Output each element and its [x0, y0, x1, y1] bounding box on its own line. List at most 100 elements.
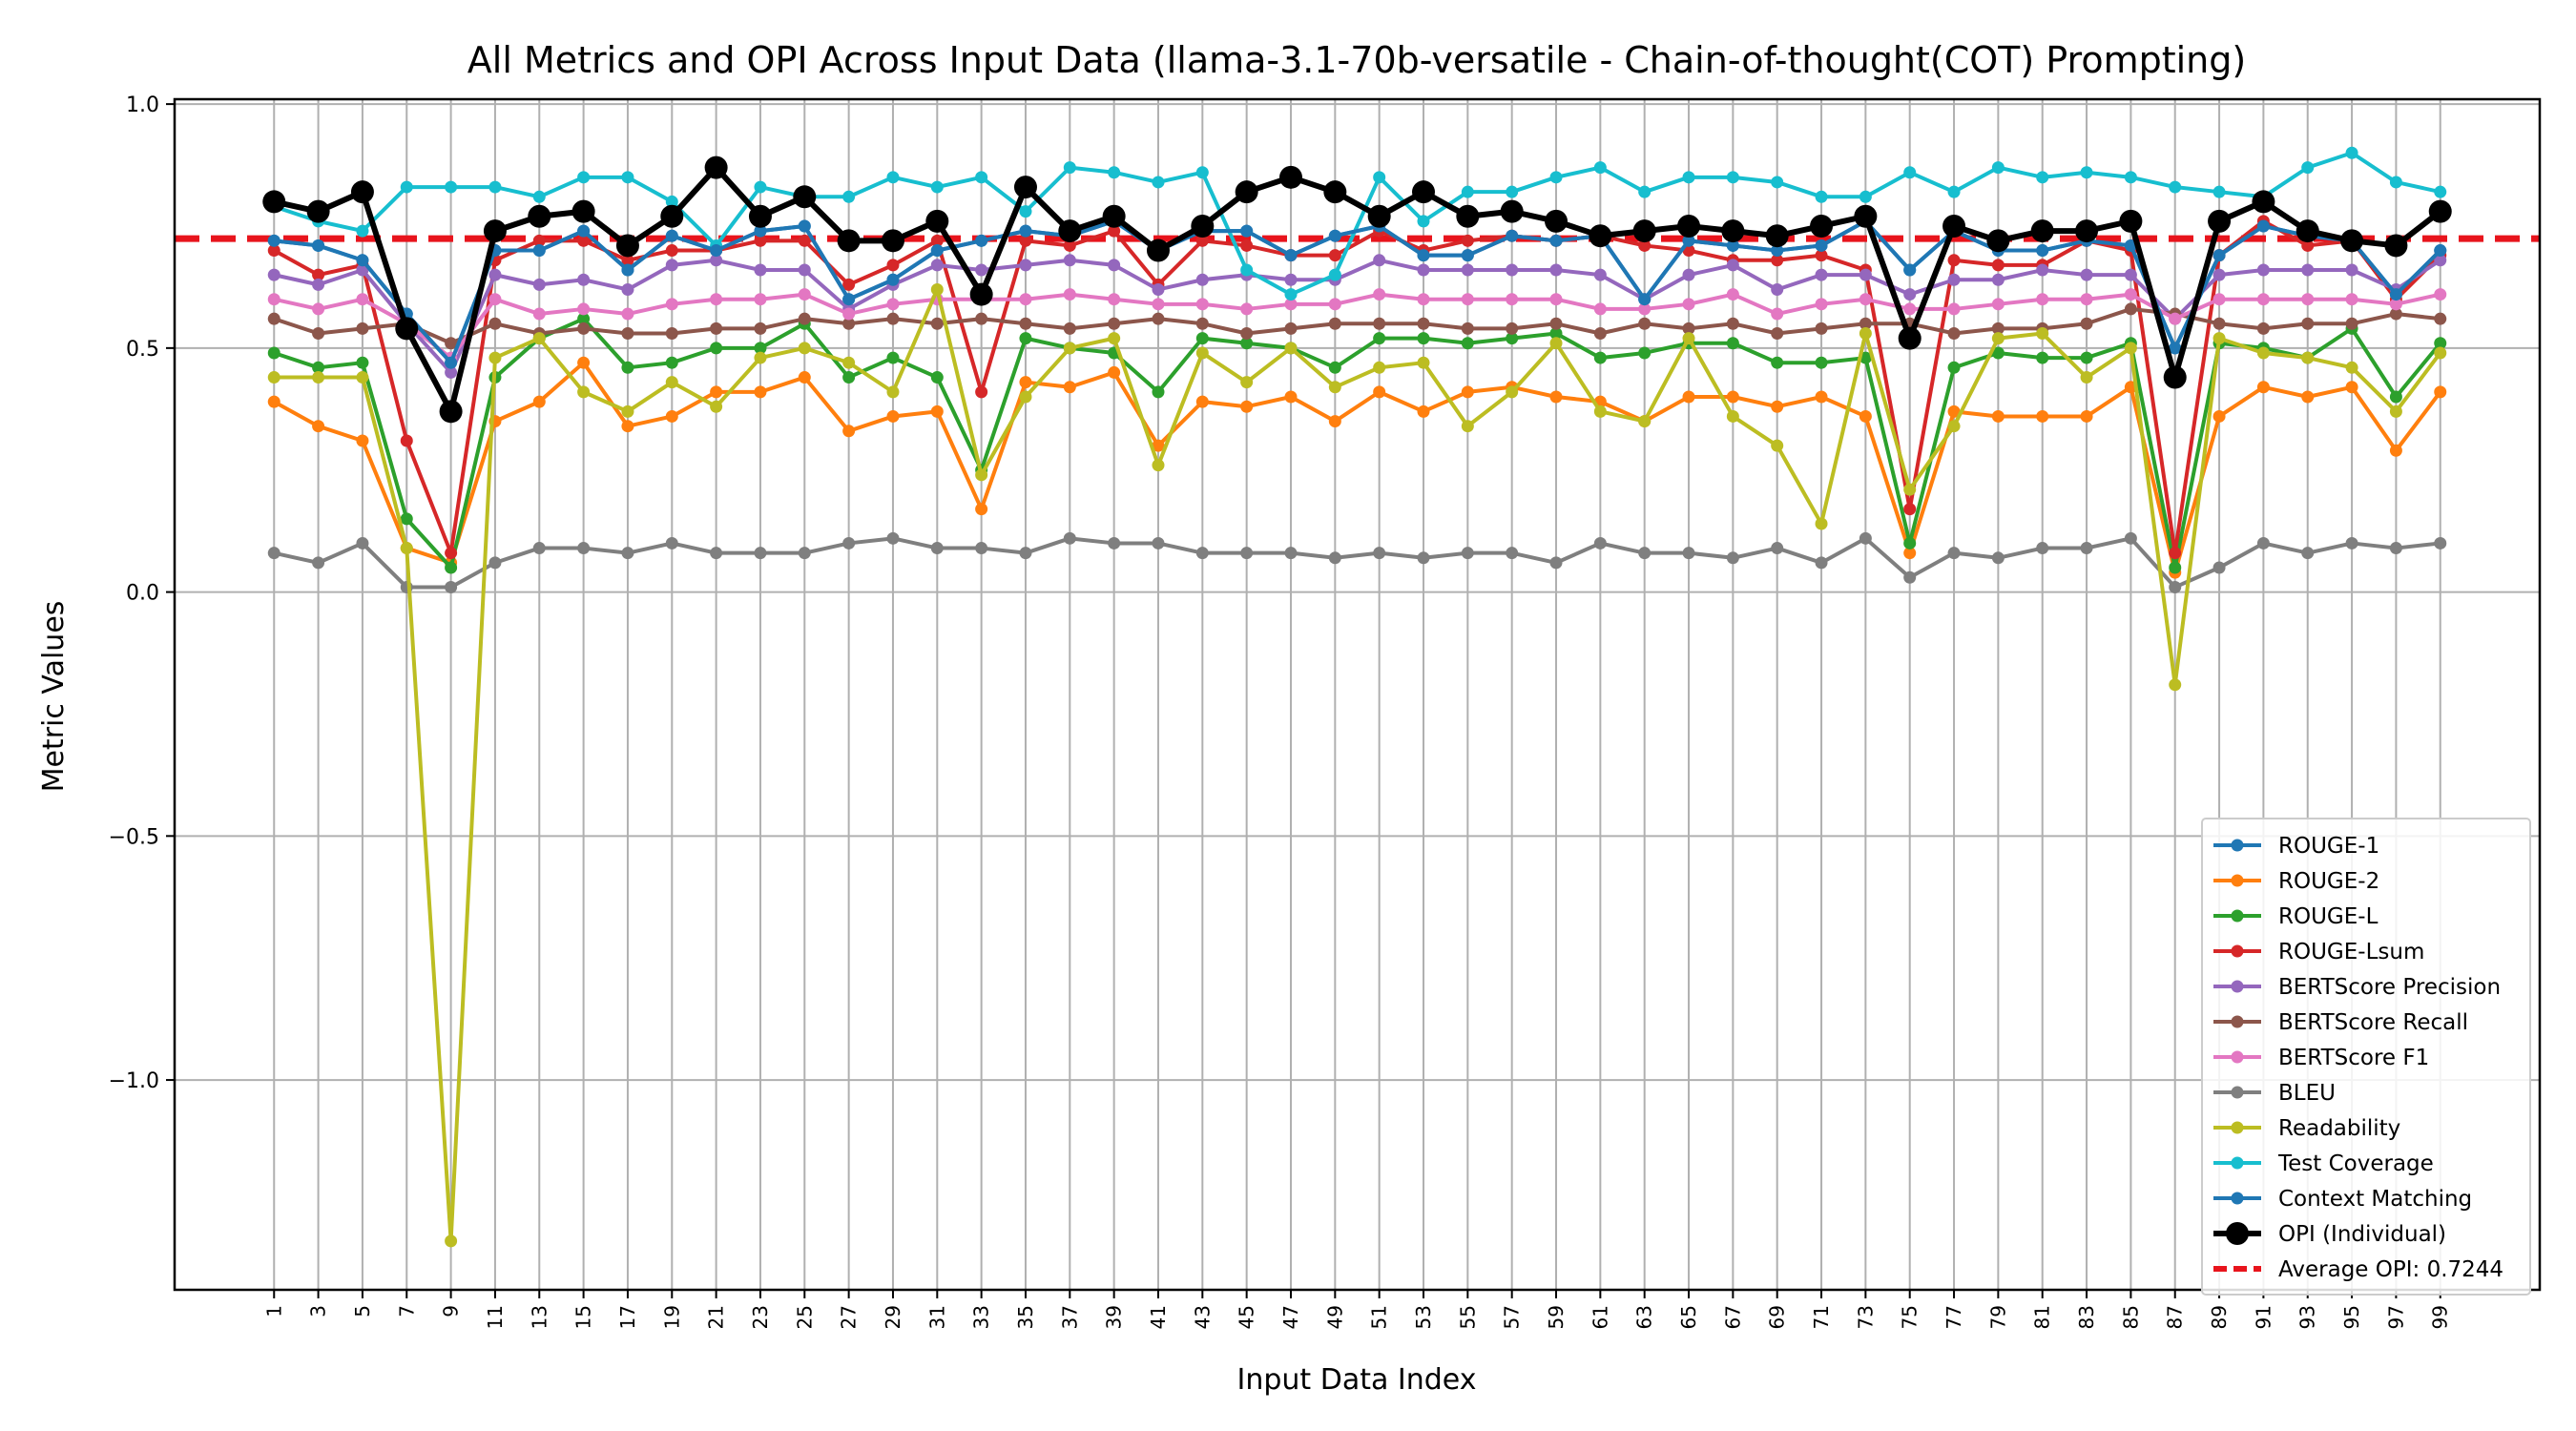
- data-point: [1771, 282, 1784, 296]
- legend-label: Readability: [2278, 1116, 2400, 1141]
- data-point: [488, 180, 502, 194]
- data-point: [1013, 176, 1037, 199]
- data-point: [1461, 337, 1474, 350]
- legend-entry: BERTScore F1: [2213, 1046, 2429, 1070]
- x-tick-label: 95: [2340, 1305, 2363, 1329]
- legend-marker: [2231, 839, 2244, 852]
- data-point: [886, 273, 900, 286]
- data-point: [665, 536, 678, 550]
- data-point: [2345, 361, 2358, 374]
- data-point: [2345, 381, 2358, 394]
- data-point: [1903, 536, 1917, 550]
- data-point: [1638, 317, 1652, 330]
- data-point: [621, 171, 634, 184]
- data-point: [2169, 342, 2182, 355]
- data-point: [312, 556, 325, 570]
- y-tick-label: −0.5: [109, 825, 159, 849]
- data-point: [1771, 176, 1784, 189]
- data-point: [1191, 214, 1215, 238]
- data-point: [2256, 321, 2270, 335]
- legend-label: ROUGE-1: [2278, 834, 2379, 859]
- data-point: [748, 204, 772, 228]
- data-point: [1726, 171, 1739, 184]
- data-point: [665, 409, 678, 423]
- data-point: [925, 209, 949, 233]
- data-point: [1152, 282, 1165, 296]
- data-point: [1682, 268, 1695, 281]
- data-point: [1152, 176, 1165, 189]
- data-point: [1947, 273, 1961, 286]
- data-point: [577, 321, 591, 335]
- data-point: [1638, 547, 1652, 560]
- data-point: [1815, 238, 1828, 252]
- data-point: [532, 307, 546, 321]
- data-point: [577, 273, 591, 286]
- data-point: [1108, 293, 1121, 306]
- data-point: [2119, 209, 2143, 233]
- data-point: [2080, 293, 2093, 306]
- data-point: [704, 156, 728, 179]
- data-point: [1903, 302, 1917, 316]
- data-point: [2080, 317, 2093, 330]
- data-point: [665, 376, 678, 389]
- data-point: [2212, 293, 2226, 306]
- data-point: [2080, 371, 2093, 384]
- x-tick-label: 77: [1942, 1305, 1965, 1329]
- x-tick-label: 43: [1191, 1305, 1214, 1329]
- data-point: [1019, 224, 1032, 238]
- data-point: [577, 224, 591, 238]
- data-point: [532, 395, 546, 408]
- data-point: [1947, 404, 1961, 418]
- data-point: [621, 547, 634, 560]
- data-point: [1328, 551, 1341, 565]
- x-tick-label: 81: [2031, 1305, 2054, 1329]
- data-point: [2389, 404, 2402, 418]
- data-point: [1593, 268, 1607, 281]
- data-point: [2434, 254, 2447, 267]
- data-point: [1682, 171, 1695, 184]
- data-point: [842, 293, 856, 306]
- data-point: [1367, 204, 1391, 228]
- data-point: [886, 171, 900, 184]
- data-point: [532, 244, 546, 258]
- x-axis: 1 3 5 7 9 11 13 15 17 19 21 23 25 27 29 31 33 35 37 39 41 43 4…: [262, 1290, 2452, 1329]
- x-tick-label: 11: [484, 1305, 507, 1329]
- data-point: [1549, 390, 1563, 404]
- data-point: [1677, 214, 1701, 238]
- x-tick-label: 23: [749, 1305, 772, 1329]
- legend-box: [2201, 818, 2531, 1296]
- x-tick-label: 73: [1854, 1305, 1877, 1329]
- data-point: [975, 542, 988, 555]
- data-point: [2434, 312, 2447, 325]
- data-point: [2434, 185, 2447, 198]
- data-point: [930, 234, 944, 247]
- plot-frame: [173, 97, 2542, 1292]
- data-point: [2212, 249, 2226, 262]
- data-point: [1284, 547, 1298, 560]
- legend-entry: BERTScore Precision: [2213, 975, 2501, 1000]
- data-point: [842, 356, 856, 369]
- data-point: [2301, 238, 2315, 252]
- data-point: [1323, 180, 1347, 204]
- data-point: [267, 346, 280, 360]
- x-tick-label: 61: [1589, 1305, 1611, 1329]
- data-point: [1771, 244, 1784, 258]
- data-point: [2345, 146, 2358, 159]
- data-point: [356, 254, 369, 267]
- data-point: [1815, 556, 1828, 570]
- legend-label: BERTScore Recall: [2278, 1010, 2468, 1035]
- data-point: [975, 503, 988, 516]
- x-tick-label: 33: [970, 1305, 993, 1329]
- data-point: [356, 224, 369, 238]
- data-point: [621, 420, 634, 433]
- data-point: [312, 371, 325, 384]
- data-point: [1549, 263, 1563, 277]
- data-point: [1108, 166, 1121, 179]
- data-point: [754, 385, 767, 399]
- data-point: [2124, 288, 2137, 301]
- y-axis-label: Metric Values: [37, 601, 71, 793]
- data-point: [969, 282, 993, 306]
- data-point: [2124, 302, 2137, 316]
- x-tick-label: 55: [1456, 1305, 1479, 1329]
